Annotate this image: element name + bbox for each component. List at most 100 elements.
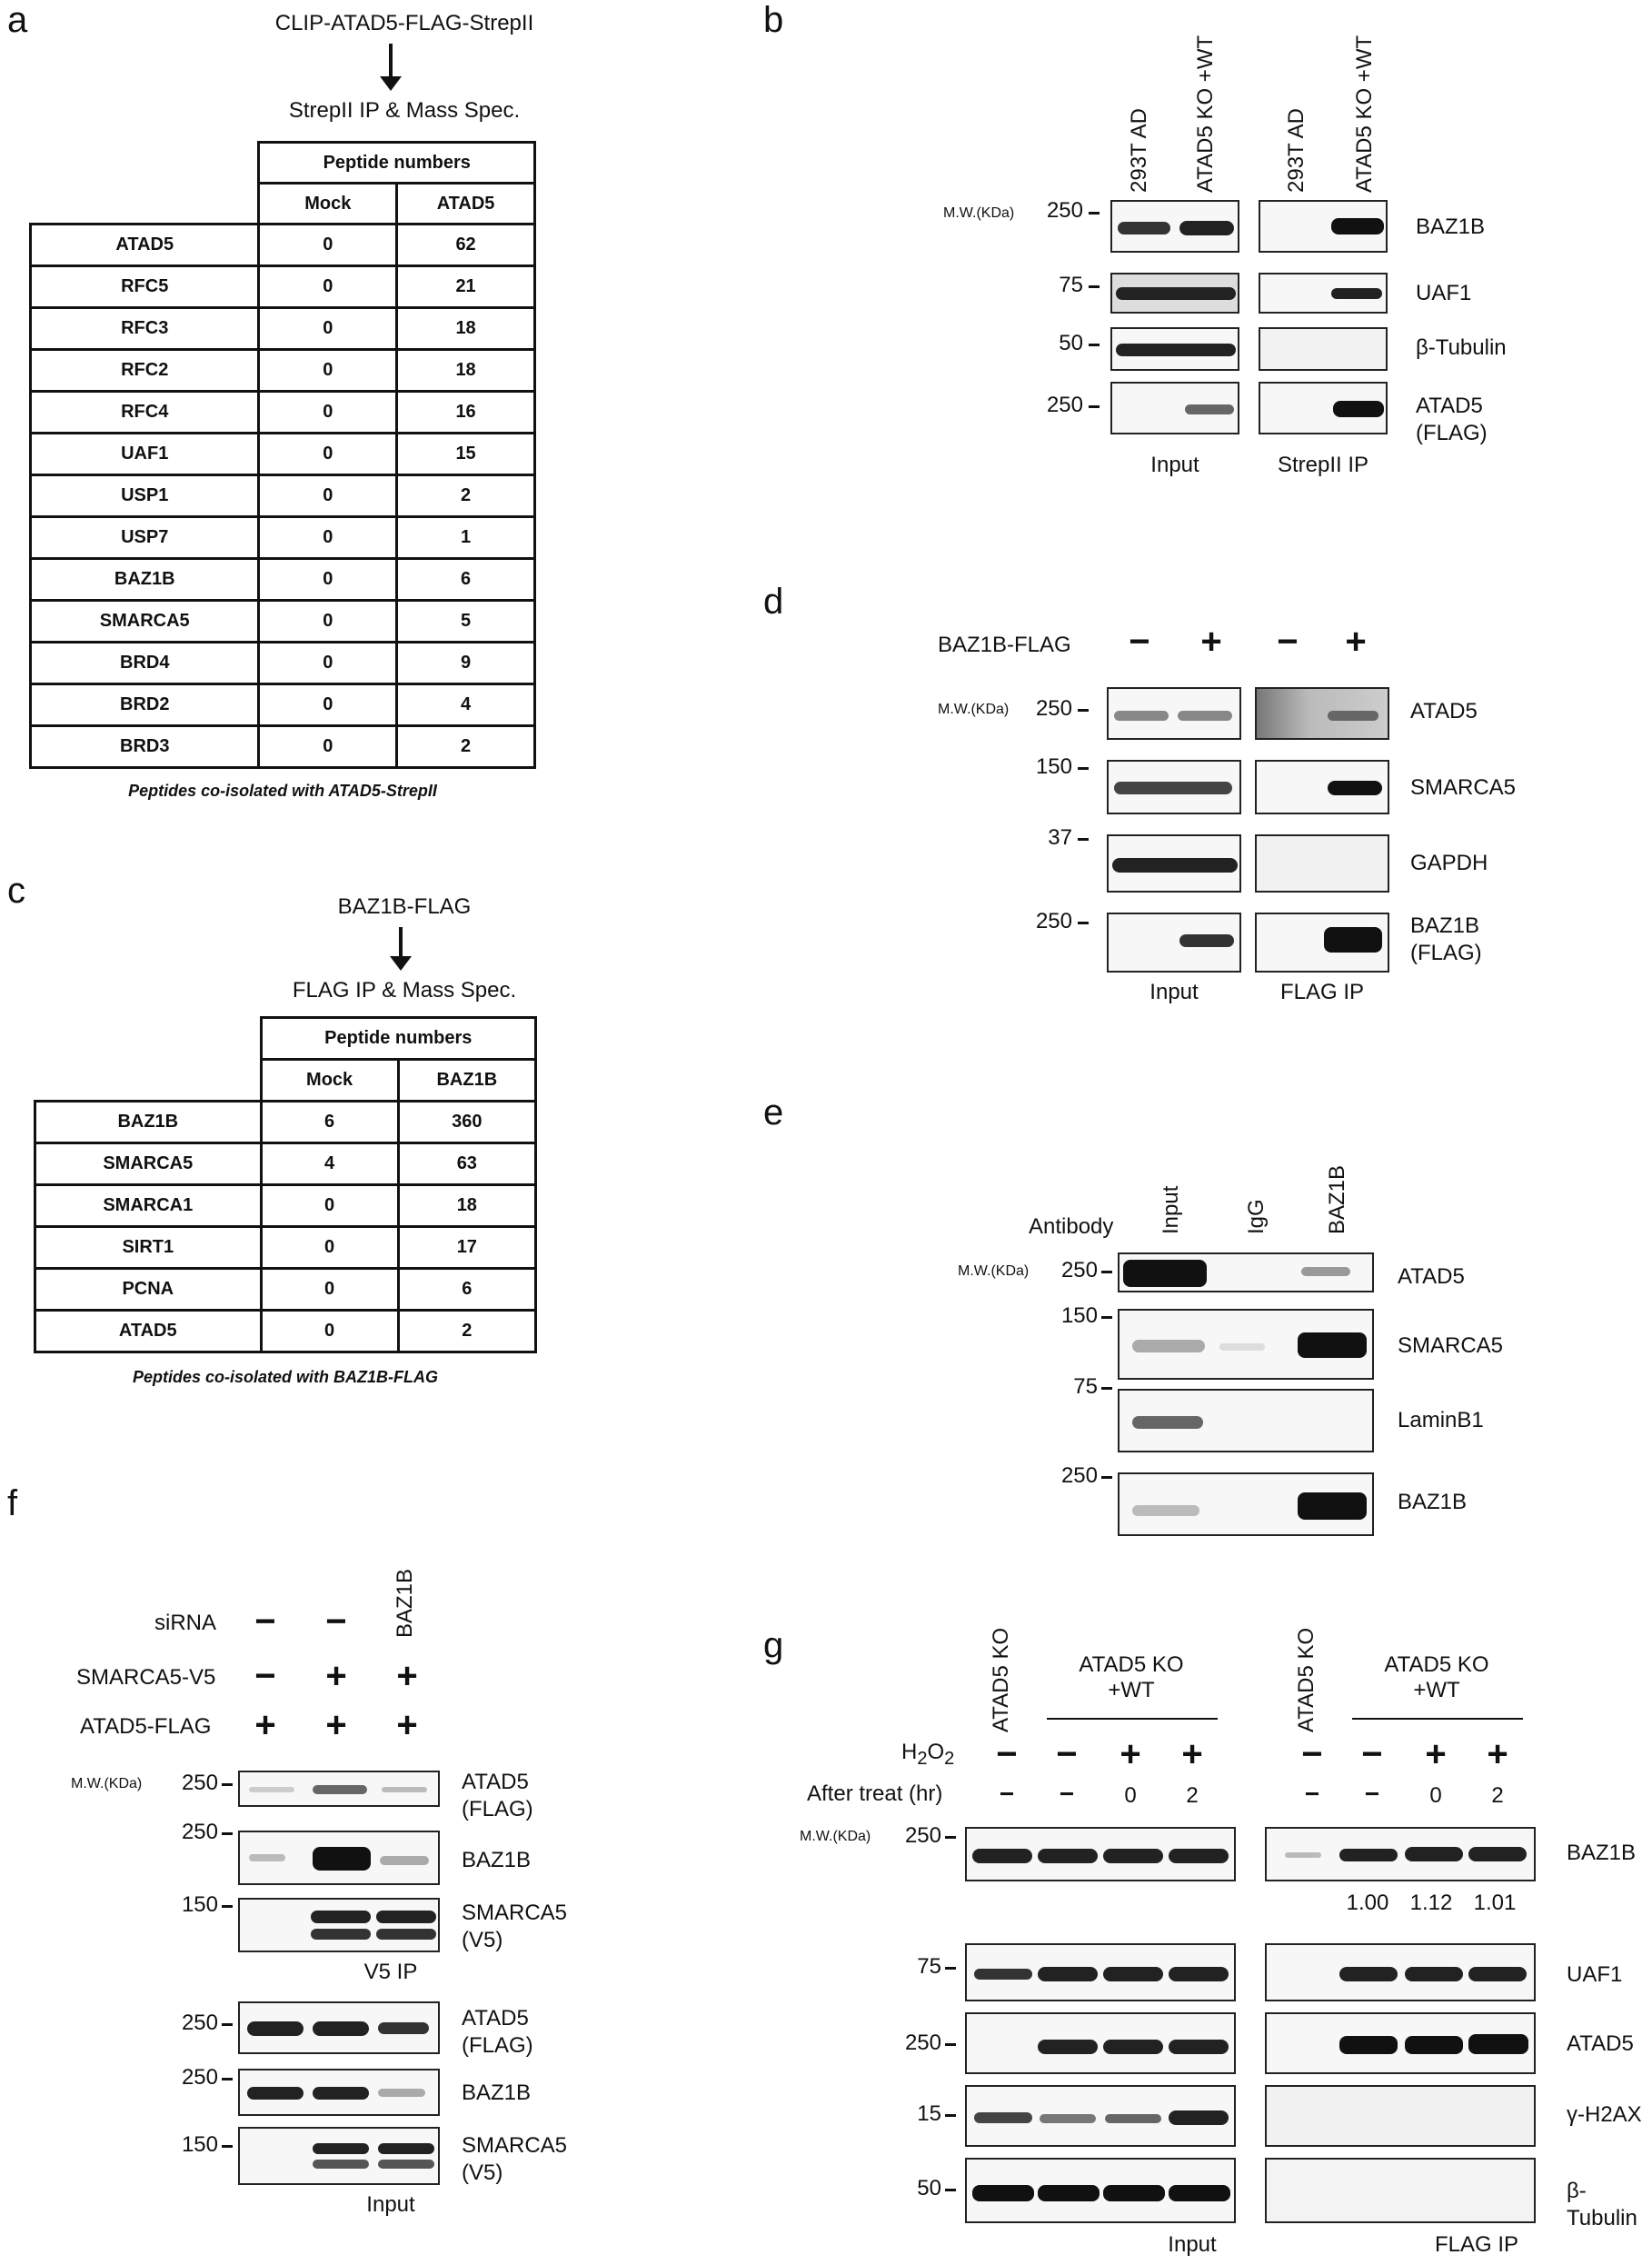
- group-label-input: Input: [1150, 453, 1199, 477]
- mw-marker: 150: [181, 1892, 218, 1917]
- sign: +: [325, 1656, 347, 1696]
- table-row: RFC4 0 16: [28, 390, 536, 434]
- row-label: LaminB1: [1398, 1408, 1484, 1432]
- mw-marker: 37: [1048, 825, 1072, 850]
- panel-c-caption: Peptides co-isolated with BAZ1B-FLAG: [132, 1368, 439, 1386]
- mw-title: M.W.(KDa): [800, 1829, 871, 1844]
- row-label: SMARCA5 (V5): [462, 1901, 568, 1952]
- peptide-count-cell: 21: [395, 264, 536, 309]
- mw-marker: 250: [904, 1823, 941, 1848]
- mw-marker: 250: [904, 2031, 941, 2055]
- mw-tick: [222, 1783, 233, 1786]
- panel-a-caption: Peptides co-isolated with ATAD5-StrepII: [128, 782, 437, 800]
- peptide-count-cell: 2: [395, 474, 536, 518]
- ip-label: V5 IP: [363, 1960, 418, 1984]
- lane-label: ATAD5 KO +WT: [1352, 35, 1377, 193]
- panel-g-letter: g: [763, 1625, 784, 1665]
- time-value: 0: [1124, 1783, 1137, 1808]
- mw-title: M.W.(KDa): [943, 205, 1015, 221]
- peptide-count-cell: 5: [395, 599, 536, 644]
- blot-ip-baz1b: [238, 1831, 440, 1885]
- mw-marker: 150: [1035, 754, 1072, 779]
- peptide-count-cell: 0: [257, 599, 399, 644]
- peptide-count-cell: 63: [396, 1142, 538, 1186]
- sign: −: [1361, 1734, 1383, 1774]
- peptide-count-cell: 18: [396, 1183, 538, 1228]
- table-row: SMARCA5 4 63: [34, 1142, 538, 1186]
- mw-tick: [945, 2189, 956, 2191]
- row-label: ATAD5: [1398, 1264, 1465, 1289]
- blot-ip-atad5: [1265, 2012, 1536, 2074]
- table-row: SMARCA1 0 18: [34, 1183, 538, 1228]
- peptide-count-cell: 2: [395, 724, 536, 769]
- blot-input-uaf1: [965, 1943, 1236, 2001]
- mw-tick: [1089, 212, 1100, 215]
- blot-ip-baz1b: [1255, 913, 1389, 973]
- mw-title: M.W.(KDa): [958, 1263, 1030, 1279]
- panel-a-letter: a: [7, 0, 28, 40]
- row-label: ATAD5 (FLAG): [1416, 394, 1488, 445]
- blot-ip-uaf1: [1265, 1943, 1536, 2001]
- blot-input-baz1b: [1107, 913, 1241, 973]
- table-header-group: Peptide numbers: [259, 1016, 538, 1061]
- peptide-count-cell: 17: [396, 1225, 538, 1270]
- protein-name-cell: SIRT1: [34, 1225, 263, 1270]
- peptide-count-cell: 2: [396, 1309, 538, 1353]
- blot-ip-uaf1: [1259, 273, 1388, 314]
- sign: +: [1425, 1734, 1447, 1774]
- table-col-atad5: ATAD5: [395, 182, 536, 225]
- table-row: SIRT1 0 17: [34, 1225, 538, 1270]
- mw-marker: 50: [1059, 331, 1083, 355]
- sign: −: [254, 1656, 276, 1696]
- peptide-count-cell: 18: [395, 348, 536, 393]
- table-row: BRD2 0 4: [28, 683, 536, 727]
- blot-baz1b: [1118, 1472, 1374, 1536]
- panel-a-method: StrepII IP & Mass Spec.: [288, 98, 521, 123]
- arrow-down-icon: [380, 76, 402, 91]
- mw-marker: 150: [181, 2132, 218, 2157]
- row-label: UAF1: [1567, 1962, 1623, 1987]
- blot-input-atad5: [1110, 382, 1239, 434]
- time-value: −: [1059, 1780, 1075, 1808]
- mw-tick: [945, 1967, 956, 1970]
- h2o2-label: H2O2: [901, 1740, 955, 1769]
- mw-marker: 250: [181, 1820, 218, 1844]
- blot-ip-baz1b: [1259, 200, 1388, 253]
- sign: +: [325, 1705, 347, 1745]
- blot-input-uaf1: [1110, 273, 1239, 314]
- mw-tick: [1078, 838, 1089, 841]
- blot-atad5: [1118, 1252, 1374, 1292]
- row-label: BAZ1B: [462, 1848, 532, 1872]
- table-row: ATAD5 0 2: [34, 1309, 538, 1353]
- mw-marker: 75: [1059, 273, 1083, 297]
- protein-name-cell: SMARCA5: [28, 599, 261, 644]
- protein-name-cell: UAF1: [28, 432, 261, 476]
- peptide-count-cell: 0: [257, 348, 399, 393]
- mw-tick: [222, 1832, 233, 1835]
- table-row: BAZ1B 0 6: [28, 557, 536, 602]
- group-label-ip: StrepII IP: [1277, 453, 1369, 477]
- peptide-count-cell: 0: [257, 264, 399, 309]
- time-value: 0: [1429, 1783, 1442, 1808]
- row-label: ATAD5 (FLAG): [462, 2006, 533, 2058]
- ko-label: ATAD5 KO: [1294, 1627, 1319, 1732]
- table-row: USP7 0 1: [28, 515, 536, 560]
- sign: −: [1056, 1734, 1078, 1774]
- row-label: β-Tubulin: [1567, 2179, 1637, 2230]
- protein-name-cell: USP1: [28, 474, 261, 518]
- panel-c-arrow: [399, 927, 403, 960]
- sign: −: [996, 1734, 1018, 1774]
- panel-c-table: Peptide numbers Mock BAZ1B BAZ1B 6 360 SMAR…: [34, 1016, 538, 1353]
- mw-marker: 250: [181, 2065, 218, 2090]
- panel-c-construct: BAZ1B-FLAG: [337, 894, 472, 919]
- row-label: BAZ1B (FLAG): [1410, 913, 1482, 965]
- blot-input-baz1b: [965, 1827, 1236, 1881]
- protein-name-cell: RFC4: [28, 390, 261, 434]
- group-label-ip: FLAG IP: [1434, 2232, 1519, 2257]
- sign: +: [396, 1705, 418, 1745]
- peptide-count-cell: 0: [257, 223, 399, 267]
- protein-name-cell: BRD4: [28, 641, 261, 685]
- table-row: RFC2 0 18: [28, 348, 536, 393]
- blot-input-atad5: [965, 2012, 1236, 2074]
- mw-tick: [1078, 767, 1089, 770]
